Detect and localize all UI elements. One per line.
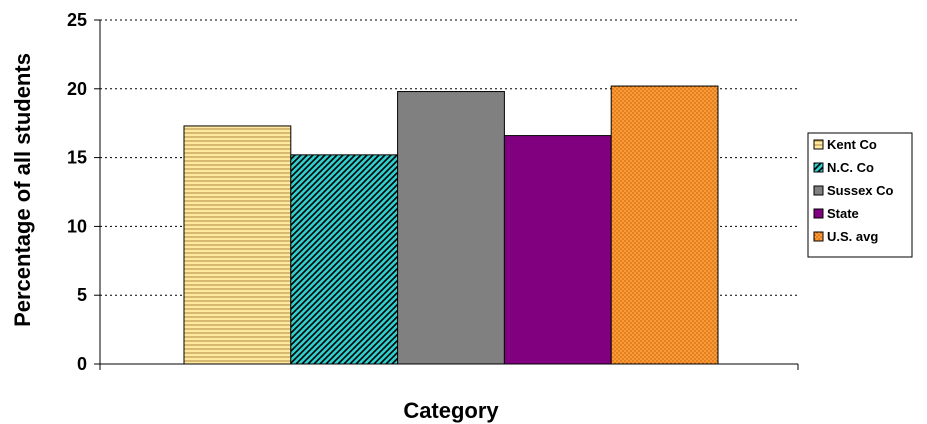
legend-label: U.S. avg: [827, 229, 878, 244]
legend-swatch: [813, 139, 824, 150]
bar-n-c-co: [290, 154, 399, 365]
bar-sussex-co: [397, 91, 505, 365]
legend-swatch: [813, 208, 824, 219]
bar-kent-co: [183, 125, 292, 365]
bar-state: [503, 135, 612, 365]
legend-swatch: [813, 231, 824, 242]
y-tick-label: 5: [77, 285, 87, 305]
x-axis-title: Category: [403, 398, 499, 423]
legend-label: Sussex Co: [827, 183, 894, 198]
legend-label: Kent Co: [827, 137, 877, 152]
y-tick-label: 25: [67, 10, 87, 30]
bar-u-s-avg: [610, 85, 719, 365]
legend-swatch: [813, 185, 824, 196]
legend: Kent Co N.C. Co Sussex Co State U.S. avg: [807, 132, 913, 258]
legend-swatch: [813, 162, 824, 173]
y-tick-label: 15: [67, 148, 87, 168]
bars: [183, 85, 719, 365]
y-tick-label: 20: [67, 79, 87, 99]
y-tick-label: 10: [67, 216, 87, 236]
legend-label: N.C. Co: [827, 160, 874, 175]
legend-box: [807, 132, 913, 258]
y-axis-title: Percentage of all students: [10, 53, 35, 327]
legend-label: State: [827, 206, 859, 221]
y-tick-labels: 0 5 10 15 20 25: [67, 10, 799, 374]
y-tick-label: 0: [77, 354, 87, 374]
